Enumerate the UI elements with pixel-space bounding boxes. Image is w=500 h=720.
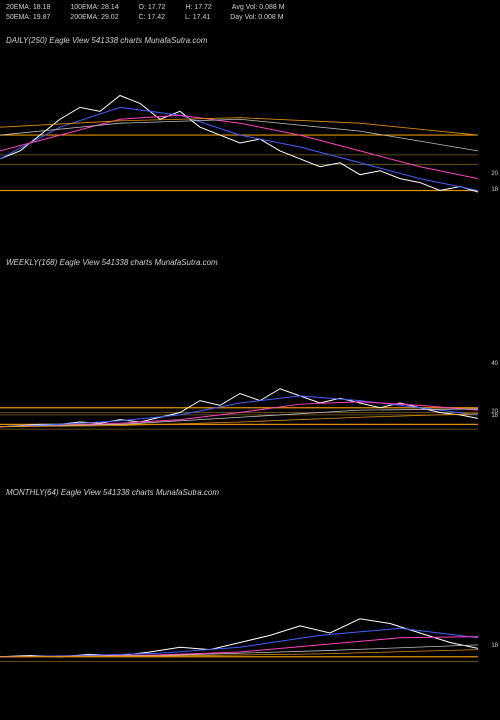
stat-close: C: 17.42 [139, 14, 165, 21]
chart-panel-2 [0, 500, 478, 690]
chart-panel-1 [0, 270, 478, 460]
stat-avgvol: Avg Vol: 0.088 M [232, 4, 285, 11]
header-row-2: 50EMA: 19.87 200EMA: 29.02 C: 17.42 L: 1… [6, 14, 494, 21]
series-ema50 [0, 637, 478, 657]
stat-high: H: 17.72 [185, 4, 211, 11]
chart-panel-0 [0, 48, 478, 238]
axis-label: 40 [491, 361, 498, 367]
stat-dayvol: Day Vol: 0.008 M [230, 14, 283, 21]
series-ema20 [0, 107, 478, 190]
panel-title-1: WEEKLY(168) Eagle View 541338 charts Mun… [6, 258, 218, 267]
axis-label: 18 [491, 643, 498, 649]
stat-open: O: 17.72 [139, 4, 166, 11]
stat-ema20: 20EMA: 18.18 [6, 4, 50, 11]
panel-title-2: MONTHLY(64) Eagle View 541338 charts Mun… [6, 488, 219, 497]
series-price [0, 96, 478, 193]
stat-ema100: 100EMA: 28.14 [70, 4, 118, 11]
axis-label: 18 [491, 413, 498, 419]
panel-title-0: DAILY(250) Eagle View 541338 charts Muna… [6, 36, 207, 45]
stat-ema50: 50EMA: 19.87 [6, 14, 50, 21]
axis-label: 20 [491, 171, 498, 177]
header-row-1: 20EMA: 18.18 100EMA: 28.14 O: 17.72 H: 1… [6, 4, 494, 11]
axis-label: 18 [491, 187, 498, 193]
series-ema50 [0, 115, 478, 178]
stat-ema200: 200EMA: 29.02 [70, 14, 118, 21]
stat-low: L: 17.41 [185, 14, 210, 21]
